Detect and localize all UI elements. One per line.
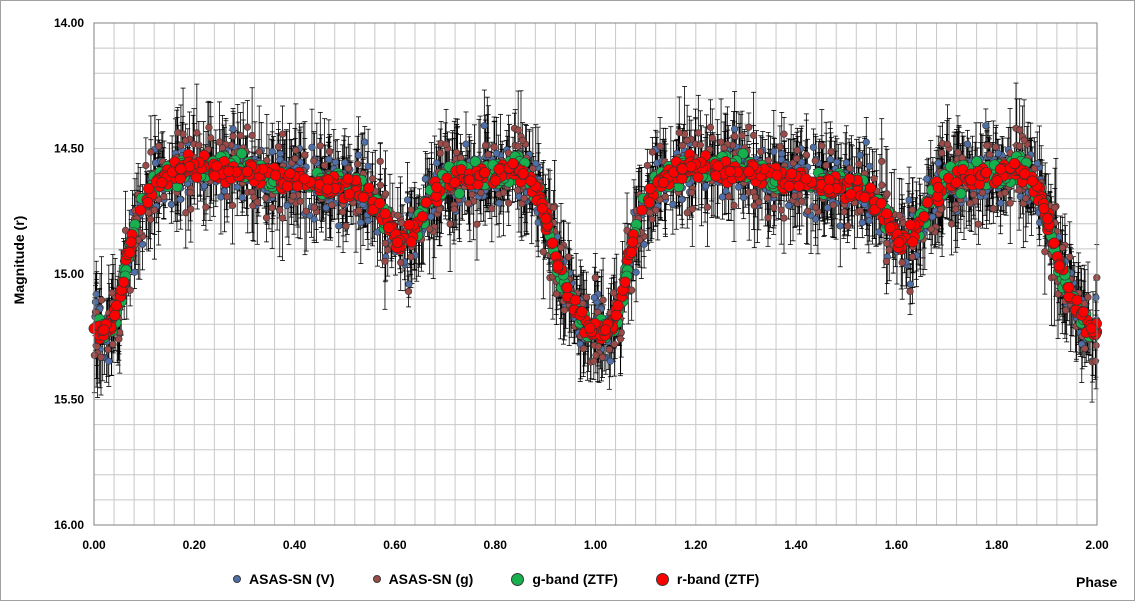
x-tick-label: 1.60 — [885, 538, 909, 552]
x-tick-label: 0.80 — [484, 538, 508, 552]
x-tick-label: 1.80 — [985, 538, 1009, 552]
x-axis-ticks: 0.00 0.20 0.40 0.60 0.80 1.00 1.20 1.40 1.60 1.80… — [82, 538, 1109, 552]
gridlines — [93, 22, 1098, 526]
y-tick-label: 15.00 — [54, 267, 84, 281]
y-axis-ticks: 14.00 14.50 15.00 15.50 16.00 — [54, 16, 84, 532]
y-tick-label: 15.50 — [54, 393, 84, 407]
x-tick-label: 1.00 — [584, 538, 608, 552]
y-tick-label: 14.00 — [54, 16, 84, 30]
x-tick-label: 0.00 — [82, 538, 106, 552]
x-tick-label: 2.00 — [1085, 538, 1109, 552]
x-tick-label: 0.20 — [183, 538, 207, 552]
x-tick-label: 0.40 — [283, 538, 307, 552]
y-tick-label: 16.00 — [54, 518, 84, 532]
x-tick-label: 0.60 — [383, 538, 407, 552]
x-tick-label: 1.20 — [684, 538, 708, 552]
y-tick-label: 14.50 — [54, 142, 84, 156]
x-tick-label: 1.40 — [784, 538, 808, 552]
